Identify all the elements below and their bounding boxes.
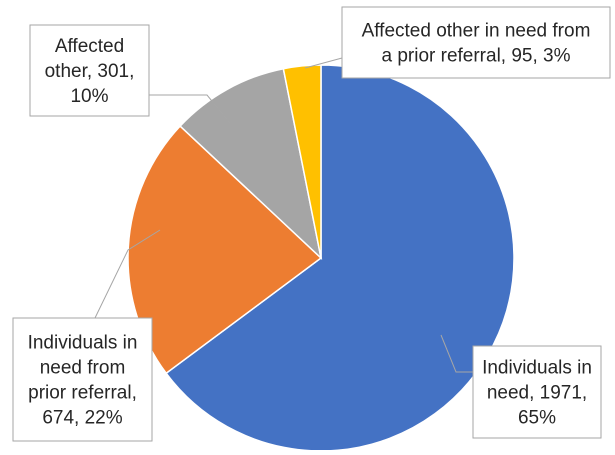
data-label-line: 674, 22% [42,408,122,429]
data-label-box [472,345,602,439]
data-label-line: need, 1971, [487,383,587,404]
data-label-line: need from [40,358,126,379]
leader-line-affected-other-301-10 [149,94,231,124]
data-label-box [12,317,153,442]
data-label-line: Individuals in [28,333,138,354]
leader-line-individuals-in-need-from-prior-referral-674-22 [94,229,161,319]
data-label-individuals-in-need-from-prior-referral-674-22: Individuals in need from prior referral, 67… [12,317,153,442]
leader-line-individuals-in-need-1971-65 [440,334,473,373]
pie-slice-affected-other-301-10 [179,67,323,261]
leader-line-affected-other-in-need-from-a-prior-referral-95-3 [304,57,343,69]
pie-slice-affected-other-in-need-from-a-prior-referral-95-3 [282,64,322,259]
data-label-line: Affected other in need from [362,21,591,42]
data-label-box [29,24,150,117]
data-label-individuals-in-need-1971-65: Individuals in need, 1971, 65% [472,345,602,439]
data-label-affected-other-in-need-from-a-prior-referral-95-3: Affected other in need from a prior refer… [341,6,611,79]
data-label-box [341,6,611,79]
data-label-line: Individuals in [482,358,592,379]
data-label-line: a prior referral, 95, 3% [381,46,570,67]
pie-slice-individuals-in-need-1971-65 [165,64,515,452]
data-label-line: prior referral, [28,383,137,404]
data-label-line: 10% [70,86,108,107]
data-label-line: Affected [55,36,124,57]
data-label-affected-other-301-10: Affected other, 301, 10% [29,24,150,117]
data-label-line: 65% [518,408,556,429]
data-label-line: other, 301, [45,61,135,82]
